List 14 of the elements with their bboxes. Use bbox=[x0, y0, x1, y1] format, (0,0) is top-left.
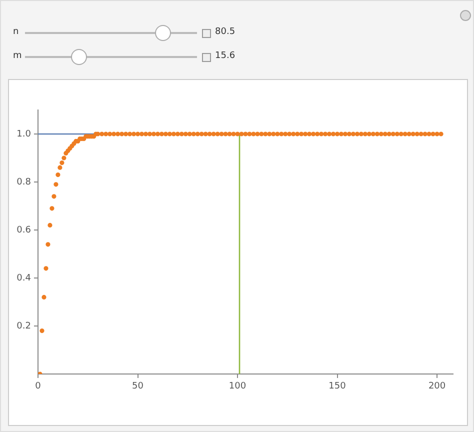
y-tick-label: 0.8 bbox=[16, 177, 32, 188]
y-tick-label: 1.0 bbox=[16, 129, 32, 140]
x-tick-label: 0 bbox=[35, 382, 42, 392]
x-tick-label: 200 bbox=[428, 382, 446, 392]
text: 80.5 bbox=[215, 27, 236, 37]
y-tick-label: 0.4 bbox=[16, 273, 32, 284]
x-tick-label: 150 bbox=[328, 382, 346, 392]
text: n bbox=[13, 27, 19, 37]
y-tick-label: 0.2 bbox=[16, 321, 31, 332]
x-tick-label: 50 bbox=[132, 382, 144, 392]
y-tick-label: 0.6 bbox=[16, 225, 32, 236]
text: 15.6 bbox=[215, 51, 236, 61]
x-tick-label: 100 bbox=[228, 382, 246, 392]
text: m bbox=[13, 51, 22, 61]
